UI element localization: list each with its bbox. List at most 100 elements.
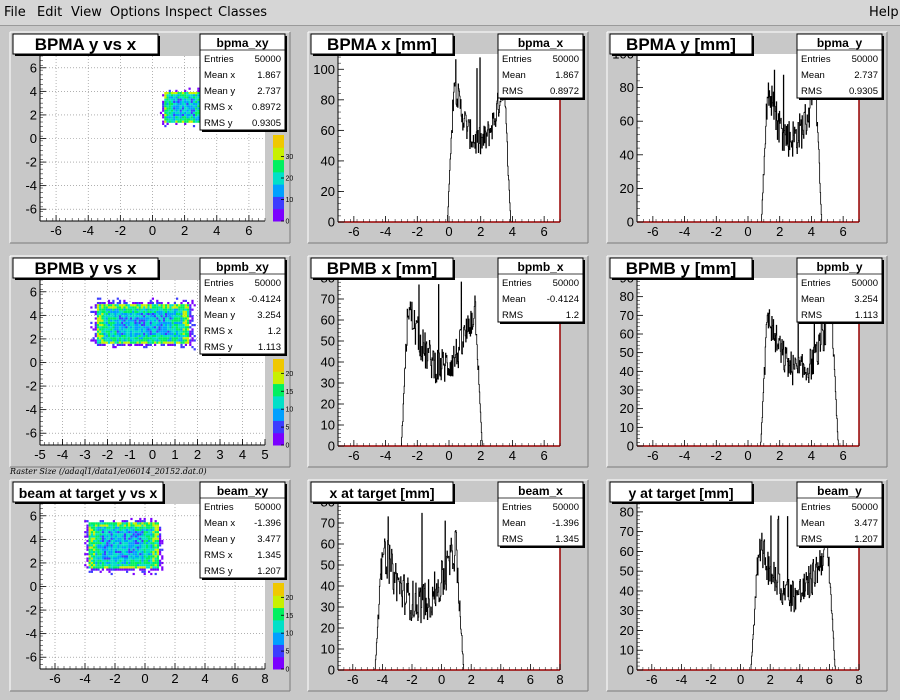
title-box-shadow bbox=[612, 54, 754, 56]
x-tick-label: -2 bbox=[109, 671, 121, 686]
title-box-shadow bbox=[612, 278, 754, 280]
x-tick-label: -2 bbox=[412, 448, 424, 463]
x-tick-label: 6 bbox=[840, 224, 847, 239]
z-tick-label: 20 bbox=[286, 595, 294, 602]
y-tick-label: 80 bbox=[620, 80, 634, 95]
stats-label: Entries bbox=[801, 54, 831, 65]
plot-title: beam at target y vs x bbox=[19, 485, 158, 501]
stats-label: RMS bbox=[801, 534, 822, 545]
stats-value: 1.345 bbox=[555, 534, 579, 545]
stats-label: Entries bbox=[204, 54, 234, 65]
x-tick-label: -2 bbox=[412, 224, 424, 239]
title-box-shadow bbox=[313, 278, 455, 280]
stats-label: Entries bbox=[204, 502, 234, 513]
x-tick-label: 6 bbox=[541, 224, 548, 239]
stats-value: 50000 bbox=[553, 278, 579, 289]
title-box-shadow bbox=[752, 484, 754, 504]
y-tick-label: -4 bbox=[25, 626, 37, 641]
title-box-shadow bbox=[453, 36, 455, 56]
x-tick-label: 3 bbox=[216, 447, 223, 462]
x-tick-label: 0 bbox=[149, 447, 156, 462]
stats-label: Mean y bbox=[204, 86, 235, 97]
y-tick-label: 0 bbox=[328, 439, 335, 454]
y-tick-label: -2 bbox=[25, 155, 37, 170]
pad-bpma_xy[interactable]: 0 10 20 30 -6 -4 -2 0 2 4 6 -6 -4 -2 0 2 4 6 BPMA y vs x bp… bbox=[9, 31, 293, 244]
stats-box bbox=[796, 481, 883, 547]
menu-view[interactable]: View bbox=[71, 5, 102, 20]
stats-box-shadow bbox=[583, 484, 585, 548]
stats-box-shadow bbox=[285, 36, 287, 132]
stats-label: RMS bbox=[502, 310, 523, 321]
x-tick-label: 2 bbox=[194, 447, 201, 462]
y-tick-label: 30 bbox=[321, 376, 335, 391]
stats-title: bpma_xy bbox=[216, 36, 268, 50]
stats-label: RMS bbox=[801, 310, 822, 321]
stats-value: 1.867 bbox=[555, 70, 579, 81]
stats-value: -1.396 bbox=[254, 518, 281, 529]
stats-box-shadow bbox=[583, 260, 585, 324]
pad-beam_xy[interactable]: 0 5 10 15 20 -6 -4 -2 0 2 4 6 8 -6 -4 -2 0 2 4 6 beam at tar… bbox=[9, 479, 294, 692]
stats-value: 1.345 bbox=[257, 550, 281, 561]
y-tick-label: 6 bbox=[30, 60, 37, 75]
root-canvas[interactable]: 0 10 20 30 -6 -4 -2 0 2 4 6 -6 -4 -2 0 2 4 6 BPMA y vs x bp… bbox=[0, 26, 900, 700]
stats-value: 1.2 bbox=[268, 326, 281, 337]
stats-value: 50000 bbox=[852, 278, 878, 289]
x-tick-label: 4 bbox=[808, 224, 815, 239]
stats-label: Mean x bbox=[204, 518, 235, 529]
pad-beam_x[interactable]: -6-4-20246801020304050607080x at target … bbox=[307, 479, 589, 692]
stats-box-shadow bbox=[285, 260, 287, 356]
y-tick-label: 20 bbox=[321, 397, 335, 412]
z-tick-label: 5 bbox=[286, 649, 290, 656]
stats-value: 0.8972 bbox=[252, 102, 281, 113]
title-box-shadow bbox=[752, 260, 754, 280]
x-tick-label: 6 bbox=[231, 671, 238, 686]
stats-box-shadow bbox=[882, 260, 884, 324]
x-tick-label: 0 bbox=[737, 672, 744, 687]
menu-classes[interactable]: Classes bbox=[218, 5, 267, 20]
stats-title: bpma_y bbox=[817, 36, 863, 50]
x-tick-label: -4 bbox=[377, 672, 389, 687]
y-tick-label: 10 bbox=[620, 420, 634, 435]
y-tick-label: 80 bbox=[620, 504, 634, 519]
stats-value: 50000 bbox=[553, 54, 579, 65]
x-tick-label: 4 bbox=[509, 448, 516, 463]
stats-value: -1.396 bbox=[552, 518, 579, 529]
x-tick-label: -4 bbox=[79, 671, 91, 686]
y-tick-label: 40 bbox=[620, 583, 634, 598]
title-box-shadow bbox=[15, 278, 160, 280]
x-tick-label: -6 bbox=[50, 223, 62, 238]
x-tick-label: 2 bbox=[171, 671, 178, 686]
menu-file[interactable]: File bbox=[4, 5, 26, 20]
menu-options[interactable]: Options bbox=[110, 5, 161, 20]
z-tick-label: 15 bbox=[286, 389, 294, 396]
x-tick-label: 4 bbox=[509, 224, 516, 239]
menu-help[interactable]: Help bbox=[869, 5, 899, 20]
x-tick-label: -4 bbox=[679, 448, 691, 463]
x-tick-label: -4 bbox=[82, 223, 94, 238]
x-tick-label: 2 bbox=[776, 224, 783, 239]
stats-value: 50000 bbox=[852, 54, 878, 65]
x-tick-label: 0 bbox=[149, 223, 156, 238]
stats-value: 50000 bbox=[255, 278, 281, 289]
stats-box-shadow bbox=[882, 36, 884, 100]
y-tick-label: 0 bbox=[627, 663, 634, 678]
pad-bpmb_y[interactable]: -6-4-202460102030405060708090BPMB y [mm]… bbox=[606, 255, 888, 468]
y-tick-label: 60 bbox=[620, 544, 634, 559]
x-tick-label: 4 bbox=[213, 223, 220, 238]
stats-box bbox=[497, 257, 584, 323]
z-palette bbox=[273, 583, 284, 670]
stats-label: Mean bbox=[502, 518, 526, 529]
menu-edit[interactable]: Edit bbox=[37, 5, 63, 20]
y-tick-label: 20 bbox=[321, 621, 335, 636]
menu-inspect[interactable]: Inspect bbox=[165, 5, 213, 20]
stats-value: 1.2 bbox=[566, 310, 579, 321]
stats-title: beam_x bbox=[518, 484, 563, 498]
stats-box-shadow bbox=[799, 322, 884, 324]
stats-label: Entries bbox=[502, 502, 532, 513]
